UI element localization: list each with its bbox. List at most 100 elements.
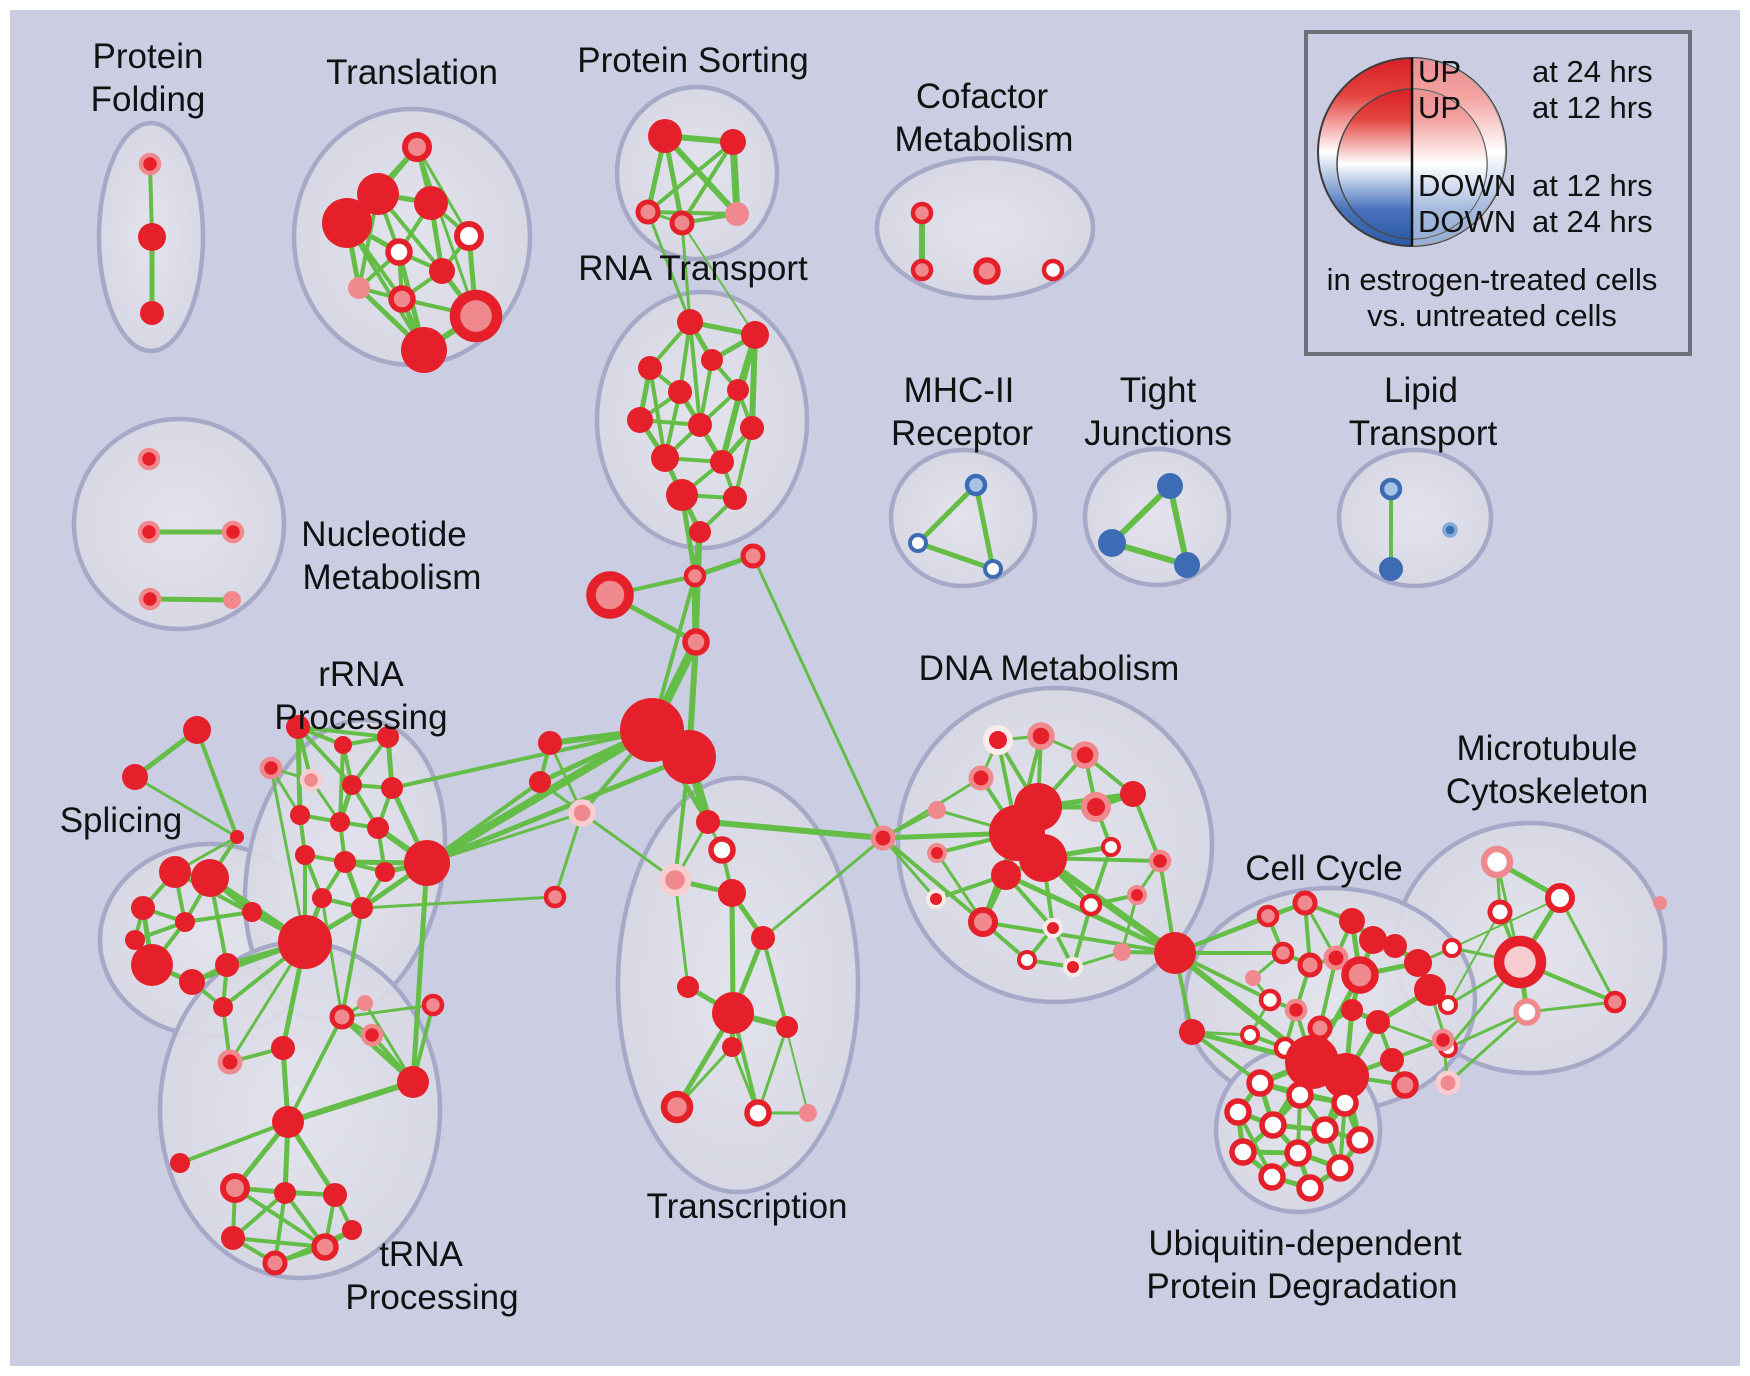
node-ru (357, 995, 373, 1011)
legend-direction-label-3: DOWN (1418, 168, 1516, 203)
node-k6 (1323, 945, 1349, 971)
edge-rb-rj (338, 743, 345, 824)
node-sh (242, 902, 262, 922)
node-d12 (1101, 837, 1121, 857)
node-n1 (137, 520, 161, 544)
cluster-ellipse-transcription (615, 775, 861, 1195)
node-cf1 (910, 258, 934, 282)
node-sb (179, 969, 205, 995)
node-rs (397, 1066, 429, 1098)
node-k13 (1284, 998, 1308, 1022)
cluster-label-mhc-ii-receptor-line2: Receptor (891, 414, 1033, 453)
node-t6 (429, 258, 455, 284)
legend-direction-label-1: UP (1418, 54, 1461, 89)
node-r4 (668, 380, 692, 404)
edge-d5-tx4 (761, 836, 885, 940)
edge-d5-d15 (881, 836, 938, 901)
node-th5 (311, 1233, 339, 1261)
cluster-label-nucleotide-metabolism-line1: Nucleotide (301, 515, 466, 554)
node-x0 (183, 716, 211, 744)
node-n2 (221, 520, 245, 544)
node-pf3 (140, 301, 164, 325)
node-tx11 (799, 1104, 817, 1122)
node-mt4 (1493, 935, 1547, 989)
node-ra (286, 715, 310, 739)
edge-mt1-mt7 (1558, 896, 1617, 1004)
cluster-label-microtubule-cytoskeleton-line1: Microtubule (1457, 729, 1638, 768)
node-trh (272, 1106, 304, 1138)
edge-rh-rs (410, 860, 430, 1085)
label-layer: Protein Folding Translation Protein Sorting… (60, 37, 1648, 1317)
cluster-ellipse-mhc-ii-receptor (888, 447, 1038, 589)
node-s3 (669, 210, 695, 236)
node-th3 (323, 1183, 347, 1207)
node-r8 (740, 416, 764, 440)
node-rc (377, 726, 399, 748)
node-k20 (1391, 1071, 1419, 1099)
node-k19 (1380, 1048, 1404, 1072)
cluster-label-ubiquitin-degradation-line2: Protein Degradation (1146, 1267, 1457, 1306)
node-th4 (221, 1226, 245, 1250)
node-pf2 (138, 223, 166, 251)
node-rr (360, 1023, 384, 1047)
node-mt6 (1513, 998, 1541, 1026)
node-t4 (454, 221, 484, 251)
node-t7 (348, 277, 370, 299)
edge-d9-br (1039, 854, 1179, 957)
node-cn1 (586, 571, 634, 619)
node-k5 (1297, 952, 1323, 978)
edge-tx2-tx5 (673, 878, 690, 989)
node-x2 (230, 830, 244, 844)
node-u9 (1326, 1154, 1354, 1182)
cluster-label-cofactor-metabolism-line1: Cofactor (916, 77, 1049, 116)
node-k14 (1240, 1025, 1260, 1045)
node-sa (131, 944, 173, 986)
node-t2 (357, 173, 399, 215)
node-d10 (1081, 792, 1111, 822)
node-cn3 (740, 543, 766, 569)
edge-x0-x2 (195, 728, 239, 839)
node-d1 (1027, 722, 1055, 750)
node-w2 (1442, 938, 1462, 958)
edge-w1-mt6 (1446, 1010, 1529, 1050)
node-t8 (388, 285, 416, 313)
edge-th4-th5 (231, 1236, 327, 1249)
edge-h1-rh (424, 754, 692, 866)
cluster-label-nucleotide-metabolism-line2: Metabolism (303, 558, 482, 597)
node-brb (1179, 1019, 1205, 1045)
node-tx3 (718, 879, 746, 907)
node-d22 (1063, 957, 1083, 977)
node-h1 (662, 730, 716, 784)
node-m2 (983, 559, 1003, 579)
node-cf3 (1041, 258, 1065, 282)
cluster-label-rna-transport-line1: RNA Transport (578, 249, 808, 288)
node-tx4 (751, 926, 775, 950)
node-d9 (1019, 834, 1067, 882)
edge-h0-rh (423, 726, 656, 867)
node-m0 (964, 473, 988, 497)
node-r13 (689, 521, 711, 543)
edge-d5-tx0 (705, 819, 886, 841)
cluster-label-rrna-processing-line2: Processing (274, 698, 447, 737)
node-sl (125, 930, 145, 950)
node-t10 (401, 327, 447, 373)
node-sc (215, 953, 239, 977)
node-t5 (385, 238, 413, 266)
node-tx5 (677, 976, 699, 998)
node-d5 (870, 825, 896, 851)
node-tri (170, 1153, 190, 1173)
cluster-label-tight-junctions-line1: Tight (1120, 371, 1197, 410)
cluster-label-protein-folding-line2: Folding (91, 80, 206, 119)
edge-j0-j2 (1167, 483, 1190, 568)
node-th6 (262, 1250, 288, 1276)
node-sk (271, 1036, 295, 1060)
node-k2 (1339, 908, 1365, 934)
node-t1 (322, 198, 372, 248)
cluster-label-trna-processing-line2: Processing (345, 1278, 518, 1317)
node-ri (290, 805, 310, 825)
edge-b4-rp1 (360, 895, 557, 910)
node-d17 (1043, 918, 1063, 938)
node-d6 (927, 843, 947, 863)
edge-b3-tx2 (580, 811, 677, 882)
